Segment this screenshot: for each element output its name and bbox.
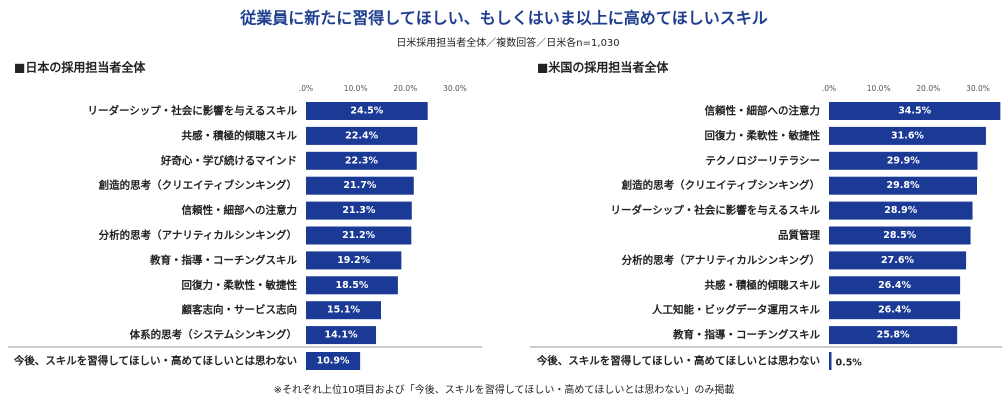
bar xyxy=(829,251,967,270)
value-label: 26.4% xyxy=(878,305,911,316)
value-label: 21.2% xyxy=(342,230,375,241)
footnote: ※それぞれ上位10項目および「今後、スキルを習得してほしい・高めてほしいとは思わ… xyxy=(274,383,735,396)
value-label: 29.9% xyxy=(887,155,920,166)
category-label: テクノロジーリテラシー xyxy=(705,155,820,167)
category-label: 回復力・柔軟性・敏捷性 xyxy=(705,129,821,142)
bar xyxy=(829,201,973,220)
bar xyxy=(306,176,414,195)
category-label: 信頼性・細部への注意力 xyxy=(705,104,821,117)
bar xyxy=(306,151,417,170)
value-label: 24.5% xyxy=(350,106,383,117)
x-tick-label: 30.0% xyxy=(966,84,990,93)
category-label: 分析的思考（アナリティカルシンキング） xyxy=(622,253,820,266)
category-label: 今後、スキルを習得してほしい・高めてほしいとは思わない xyxy=(536,354,820,367)
value-label: 31.6% xyxy=(891,130,924,141)
category-label: 教育・指導・コーチングスキル xyxy=(149,253,297,266)
category-label: リーダーシップ・社会に影響を与えるスキル xyxy=(88,104,298,117)
bar xyxy=(829,126,986,145)
x-tick-label: 10.0% xyxy=(867,84,891,93)
category-label: リーダーシップ・社会に影響を与えるスキル xyxy=(611,204,821,217)
value-label: 34.5% xyxy=(898,106,931,117)
category-label: 顧客志向・サービス志向 xyxy=(182,303,298,316)
x-tick-label: 20.0% xyxy=(916,84,940,93)
bar xyxy=(829,352,832,370)
bar xyxy=(306,201,412,220)
bar xyxy=(306,126,418,145)
panel-title: ■米国の採用担当者全体 xyxy=(537,60,669,75)
category-label: 人工知能・ビッグデータ運用スキル xyxy=(652,303,820,316)
bar xyxy=(306,352,361,370)
category-label: 共感・積極的傾聴スキル xyxy=(705,278,821,291)
value-label: 21.3% xyxy=(342,205,375,216)
x-tick-label: 20.0% xyxy=(393,84,417,93)
value-label: 27.6% xyxy=(881,255,914,266)
category-label: 信頼性・細部への注意力 xyxy=(182,204,298,217)
category-label: 教育・指導・コーチングスキル xyxy=(672,328,820,341)
subtitle: 日米採用担当者全体／複数回答／日米各n=1,030 xyxy=(396,36,619,49)
value-label: 21.7% xyxy=(343,180,376,191)
bar xyxy=(306,251,402,270)
category-label: 共感・積極的傾聴スキル xyxy=(182,129,298,142)
bar xyxy=(829,102,1001,120)
bar xyxy=(306,276,398,295)
x-tick-label: 30.0% xyxy=(443,84,467,93)
category-label: 品質管理 xyxy=(778,229,820,242)
x-tick-label: 10.0% xyxy=(344,84,368,93)
category-label: 回復力・柔軟性・敏捷性 xyxy=(182,278,298,291)
value-label: 28.9% xyxy=(884,205,917,216)
chart-title: 従業員に新たに習得してほしい、もしくはいま以上に高めてほしいスキル xyxy=(239,9,768,28)
value-label: 22.4% xyxy=(345,130,378,141)
x-tick-label: .0% xyxy=(822,84,836,93)
value-label: 25.8% xyxy=(877,330,910,341)
bar xyxy=(829,301,961,320)
bar xyxy=(829,326,958,345)
value-label: 19.2% xyxy=(337,255,370,266)
bar xyxy=(829,226,971,245)
value-label: 14.1% xyxy=(325,330,358,341)
bar xyxy=(306,326,377,345)
category-label: 創造的思考（クリエイティブシンキング） xyxy=(621,179,820,192)
bar xyxy=(306,226,412,245)
x-tick-label: .0% xyxy=(299,84,313,93)
category-label: 分析的思考（アナリティカルシンキング） xyxy=(99,229,297,242)
value-label: 18.5% xyxy=(335,280,368,291)
category-label: 今後、スキルを習得してほしい・高めてほしいとは思わない xyxy=(13,354,297,367)
bar xyxy=(306,102,428,120)
category-label: 好奇心・学び続けるマインド xyxy=(160,154,297,167)
value-label: 22.3% xyxy=(345,155,378,166)
panel-title: ■日本の採用担当者全体 xyxy=(14,60,146,75)
value-label: 28.5% xyxy=(883,230,916,241)
bar xyxy=(829,176,978,195)
value-label: 29.8% xyxy=(887,180,920,191)
bar xyxy=(829,276,961,295)
category-label: 体系的思考（システムシンキング） xyxy=(130,328,297,341)
bar xyxy=(829,151,978,170)
value-label: 26.4% xyxy=(878,280,911,291)
category-label: 創造的思考（クリエイティブシンキング） xyxy=(98,179,297,192)
value-label: 0.5% xyxy=(835,358,862,369)
bar xyxy=(306,301,381,320)
value-label: 10.9% xyxy=(317,356,350,367)
value-label: 15.1% xyxy=(327,305,360,316)
